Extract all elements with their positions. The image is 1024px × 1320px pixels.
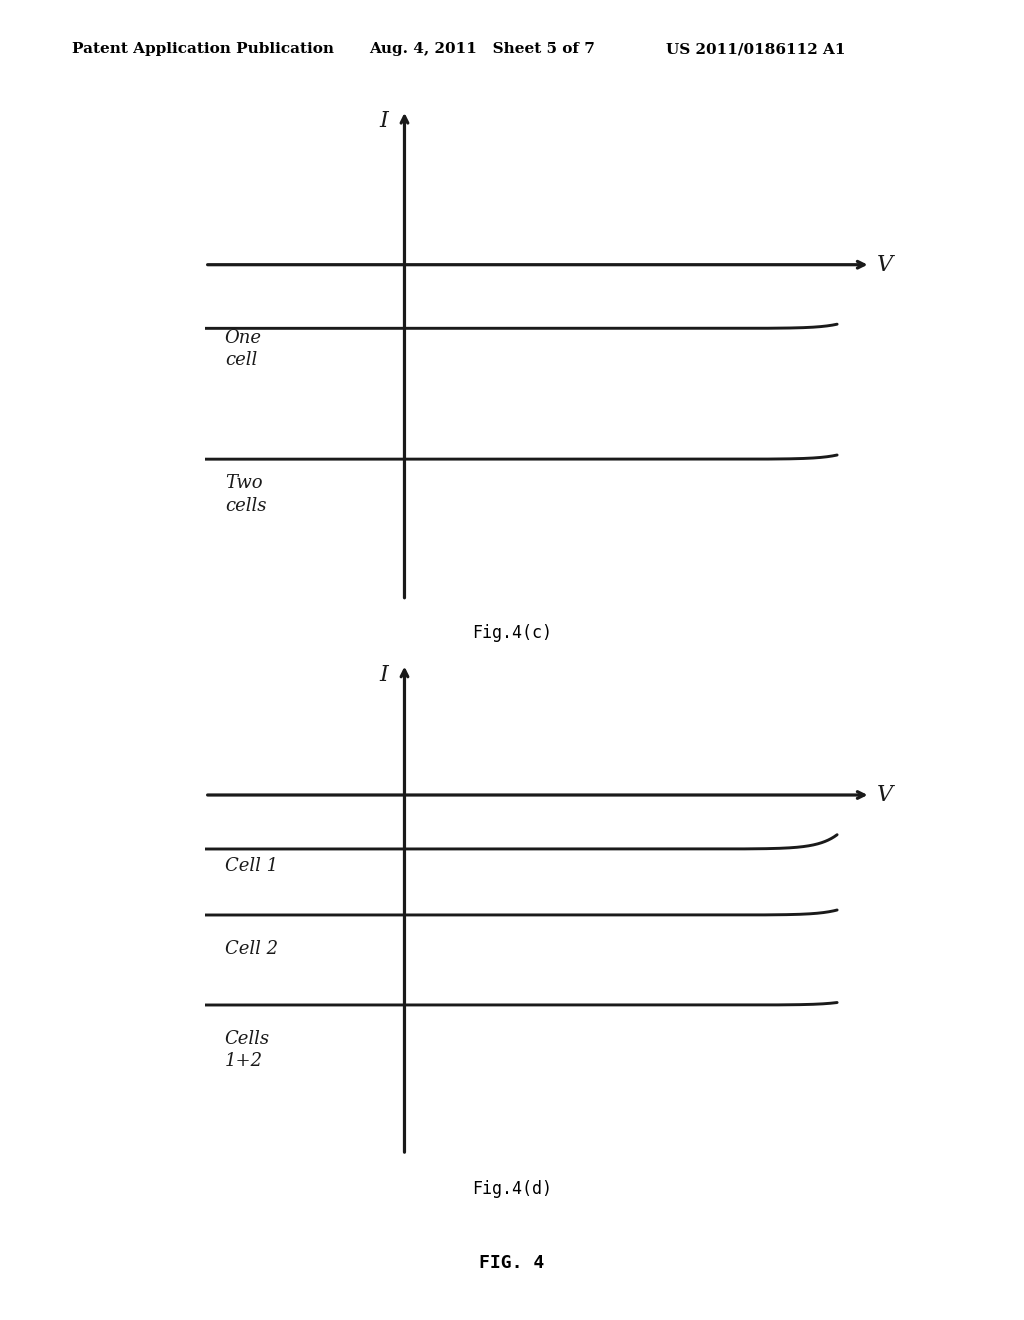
Text: FIG. 4: FIG. 4 <box>479 1254 545 1272</box>
Text: I: I <box>379 110 388 132</box>
Text: Two
cells: Two cells <box>225 474 266 515</box>
Text: US 2011/0186112 A1: US 2011/0186112 A1 <box>666 42 845 57</box>
Text: One
cell: One cell <box>225 329 262 368</box>
Text: Aug. 4, 2011   Sheet 5 of 7: Aug. 4, 2011 Sheet 5 of 7 <box>369 42 595 57</box>
Text: Fig.4(c): Fig.4(c) <box>472 624 552 643</box>
Text: V: V <box>878 253 893 276</box>
Text: Patent Application Publication: Patent Application Publication <box>72 42 334 57</box>
Text: V: V <box>878 784 893 807</box>
Text: Cells
1+2: Cells 1+2 <box>225 1030 270 1071</box>
Text: Fig.4(d): Fig.4(d) <box>472 1180 552 1199</box>
Text: Cell 1: Cell 1 <box>225 857 278 875</box>
Text: Cell 2: Cell 2 <box>225 940 278 958</box>
Text: I: I <box>379 664 388 686</box>
